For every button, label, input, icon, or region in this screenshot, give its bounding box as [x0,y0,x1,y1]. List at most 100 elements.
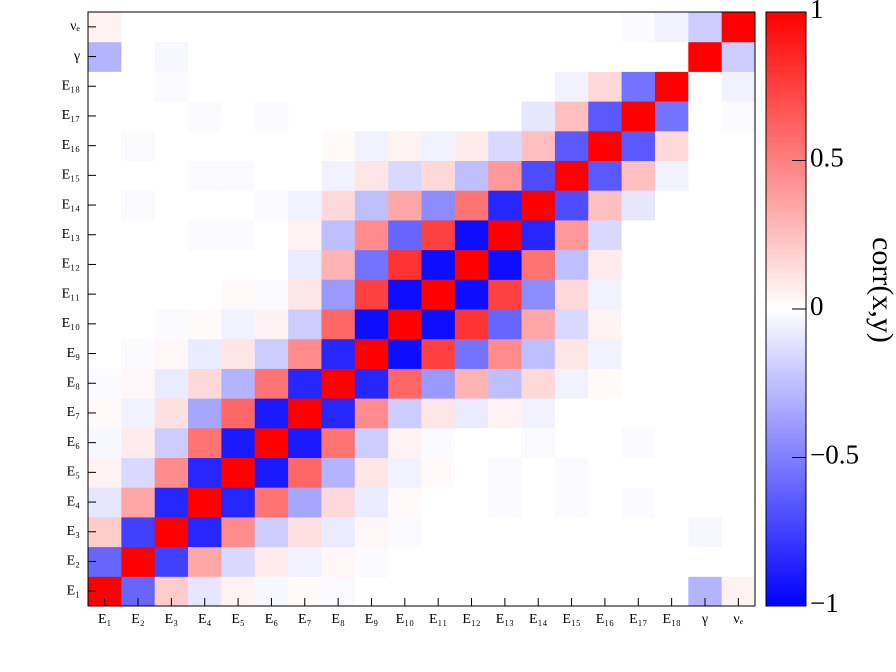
heatmap-cell [621,368,656,399]
heatmap-cell [254,546,289,577]
heatmap-cell [388,190,422,221]
heatmap-cell [388,368,422,399]
heatmap-cell [154,12,189,43]
heatmap-cell [521,160,556,191]
heatmap-cell [254,368,289,399]
heatmap-cell [288,457,322,488]
heatmap-cell [321,190,356,221]
heatmap-cell [321,487,356,518]
heatmap-cell [554,487,589,518]
heatmap-cell [121,338,156,369]
heatmap-cell [454,101,489,132]
heatmap-cell [421,457,456,488]
heatmap-cell [654,279,689,310]
colorbar-label: corr(x,y) [866,237,896,343]
heatmap-cell [321,249,356,280]
heatmap-cell [454,279,489,310]
heatmap-cell [688,12,723,43]
y-tick-label: E₁₀ [62,316,80,331]
heatmap-cell [721,71,756,102]
heatmap-cell [721,160,756,191]
heatmap-cell [321,427,356,458]
heatmap-cell [321,41,356,72]
heatmap-cell [121,457,156,488]
heatmap-cell [154,398,189,429]
y-tick-label: E₈ [67,375,81,390]
y-tick-label: E₃ [67,524,81,539]
heatmap-cell [221,487,256,518]
heatmap-cell [321,279,356,310]
heatmap-cell [221,368,256,399]
heatmap-cell [321,130,356,161]
heatmap-cell [688,219,723,251]
y-tick-label: E₉ [67,346,81,361]
heatmap-cell [488,457,523,488]
heatmap-cell [554,190,589,221]
heatmap-cell [154,190,189,221]
heatmap-cell [354,249,389,280]
heatmap-cell [388,249,422,280]
heatmap-cell [721,516,756,548]
heatmap-cell [354,309,389,340]
heatmap-cell [288,12,322,43]
heatmap-cell [654,190,689,221]
heatmap-cell [188,101,222,132]
heatmap-cell [354,427,389,458]
heatmap-cell [588,427,623,458]
heatmap-cell [688,338,723,369]
heatmap-cell [254,12,289,43]
x-tick-label: E₉ [365,612,379,627]
heatmap-cell [721,309,756,340]
heatmap-cell [421,368,456,399]
heatmap-cell [121,546,156,577]
heatmap-cell [721,398,756,429]
heatmap-cell [521,427,556,458]
heatmap-cell [254,71,289,102]
heatmap-cell [221,190,256,221]
heatmap-cell [521,12,556,43]
heatmap-cell [254,219,289,251]
heatmap-cell [154,546,189,577]
heatmap-cell [188,368,222,399]
heatmap-cell [421,130,456,161]
heatmap-cell [521,309,556,340]
y-tick-label: E₁₅ [62,168,80,183]
heatmap-cell [354,71,389,102]
heatmap-cell [721,338,756,369]
heatmap-cell [554,398,589,429]
heatmap-cell [421,338,456,369]
heatmap-cell [121,368,156,399]
heatmap-cell [688,368,723,399]
heatmap-cell [621,160,656,191]
heatmap-cell [421,309,456,340]
heatmap-cell [154,516,189,548]
heatmap-cell [288,546,322,577]
heatmap-cell [454,398,489,429]
heatmap-cell [388,309,422,340]
heatmap-cell [454,487,489,518]
heatmap-cell [588,338,623,369]
heatmap-cell [688,101,723,132]
heatmap-cell [721,190,756,221]
heatmap-cell [521,41,556,72]
heatmap-cell [521,249,556,280]
heatmap-cell [421,71,456,102]
heatmap-cell [388,398,422,429]
heatmap-cell [221,160,256,191]
heatmap-cell [421,41,456,72]
heatmap-cell [288,249,322,280]
heatmap-cell [254,487,289,518]
heatmap-cell [221,516,256,548]
x-tick-label: E₆ [265,612,279,627]
y-tick-label: E₆ [67,435,81,450]
heatmap-cell [221,309,256,340]
heatmap-cell [488,279,523,310]
heatmap-cell [421,190,456,221]
heatmap-cell [354,12,389,43]
heatmap-cell [254,101,289,132]
heatmap-cell [521,368,556,399]
heatmap-cell [288,427,322,458]
x-tick-label: E₁₀ [396,612,414,627]
heatmap-cell [588,368,623,399]
heatmap-cell [688,309,723,340]
